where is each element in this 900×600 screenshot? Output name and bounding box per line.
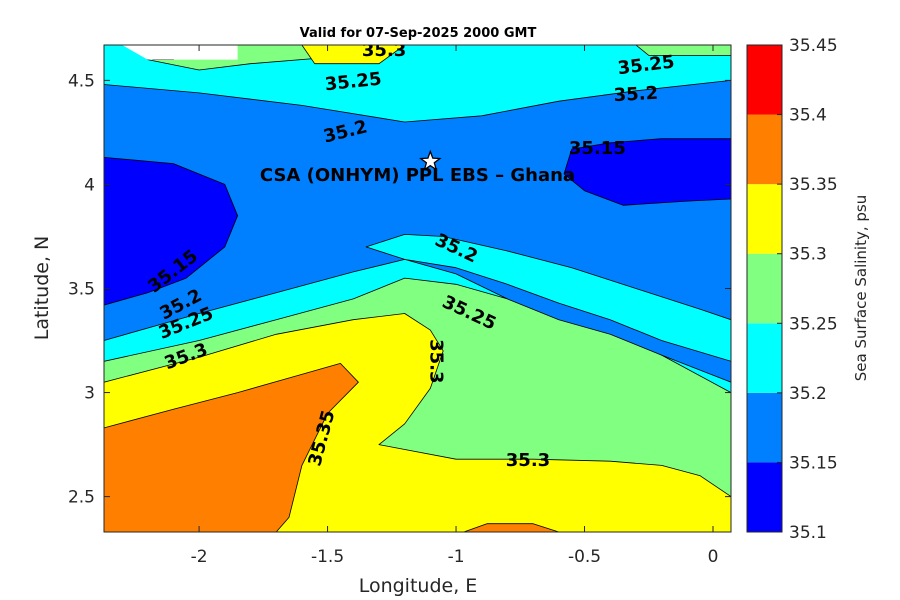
colorbar-tick-label: 35.4: [789, 106, 827, 126]
colorbar-segment: [747, 462, 782, 532]
star-marker-icon: [419, 149, 442, 172]
colorbar-segment: [747, 114, 782, 185]
x-tick-label: 0: [708, 547, 719, 567]
x-axis: -2 -1.5 -1 -0.5 0: [191, 45, 719, 567]
colorbar-tick-label: 35.15: [789, 453, 838, 473]
x-tick-label: -1.5: [311, 547, 344, 567]
contour-label: 35.3: [362, 40, 406, 61]
contour-region-10: [104, 156, 239, 306]
colorbar-tick-label: 35.3: [789, 245, 827, 265]
chart-title: Valid for 07-Sep-2025 2000 GMT: [300, 26, 537, 41]
site-marker: [419, 149, 442, 172]
contour-label: 35.2: [613, 83, 658, 106]
contour-regions: [104, 45, 731, 532]
contour-region-7: [463, 523, 560, 532]
colorbar-segment: [747, 184, 782, 254]
contour-label: 35.3: [425, 339, 446, 383]
contour-region-2: [635, 45, 731, 56]
y-axis-label: Latitude, N: [31, 236, 53, 341]
site-annotation: CSA (ONHYM) PPL EBS – Ghana: [260, 165, 575, 186]
y-tick-label: 2.5: [68, 488, 95, 508]
x-tick-label: -0.5: [568, 547, 601, 567]
y-tick-label: 3: [84, 384, 95, 404]
x-tick-label: -2: [191, 547, 208, 567]
y-tick-label: 4: [84, 175, 95, 195]
y-axis: 2.5 3 3.5 4 4.5: [68, 71, 731, 508]
colorbar-tick-label: 35.25: [789, 314, 838, 334]
colorbar-tick-label: 35.1: [789, 523, 827, 543]
colorbar-tick-label: 35.2: [789, 384, 827, 404]
colorbar-label: Sea Surface Salinity, psu: [852, 195, 870, 381]
y-tick-label: 3.5: [68, 280, 95, 300]
colorbar-tick-label: 35.35: [789, 175, 838, 195]
contour-label: 35.3: [506, 450, 550, 471]
colorbar-frame: [746, 44, 783, 533]
x-axis-label: Longitude, E: [359, 575, 478, 597]
colorbar-segment: [747, 323, 782, 393]
colorbar-segment: [747, 253, 782, 324]
y-tick-label: 4.5: [68, 71, 95, 91]
contour-region-9: [365, 233, 731, 362]
masked-corner: [122, 45, 238, 60]
colorbar: 35.1 35.15 35.2 35.25 35.3 35.35 35.4 35.45: [746, 36, 838, 543]
colorbar-segment: [747, 392, 782, 463]
contour-region-11: [563, 138, 731, 206]
colorbar-tick-label: 35.45: [789, 36, 838, 56]
colorbar-segment: [747, 45, 782, 115]
contour-region-6: [104, 362, 359, 532]
x-tick-label: -1: [448, 547, 465, 567]
contour-label: 35.15: [569, 138, 626, 159]
